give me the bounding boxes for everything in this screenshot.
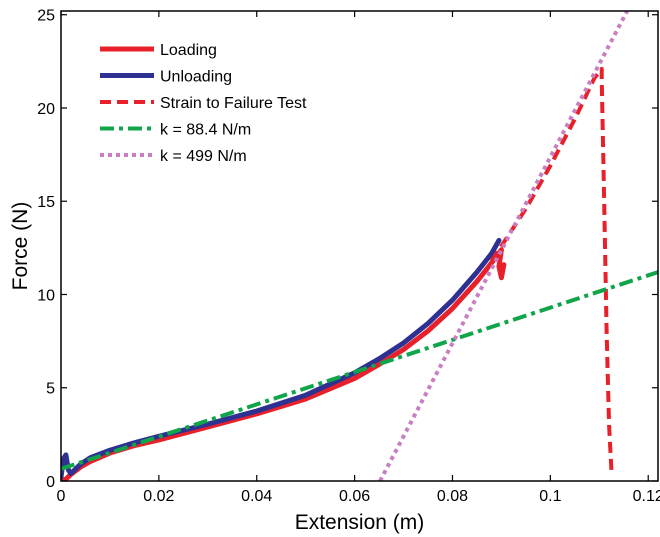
series-line-1 [61,237,502,480]
y-tick-label: 25 [37,8,55,25]
series-line-3 [61,270,658,471]
y-tick-label: 0 [46,474,55,491]
x-tick-label: 0 [57,488,66,505]
legend-label-2: Strain to Failure Test [160,95,307,112]
x-axis-title: Extension (m) [295,511,425,534]
y-axis-title: Force (N) [9,202,32,291]
legend-label-0: Loading [160,42,217,59]
series-layer [61,11,658,481]
x-tick-label: 0.1 [539,488,561,505]
y-tick-label: 15 [37,194,55,211]
x-tick-label: 0.12 [633,488,660,505]
y-tick-label: 10 [37,287,55,304]
x-tick-label: 0.02 [143,488,174,505]
x-tick-label: 0.08 [437,488,468,505]
series-line-2 [489,66,614,472]
x-tick-label: 0.06 [339,488,370,505]
y-tick-label: 5 [46,381,55,398]
legend-label-3: k = 88.4 N/m [160,122,251,139]
legend-label-4: k = 499 N/m [160,148,247,165]
y-tick-label: 20 [37,101,55,118]
series-line-4 [378,11,629,481]
plot-frame [60,10,659,482]
legend-label-1: Unloading [160,69,232,86]
ticks-layer: 0 0.02 0.04 0.06 0.08 0.1 0.12 0 5 10 15 20 25 [37,8,660,505]
legend: Loading Unloading Strain to Failure Test k … [100,42,307,165]
x-tick-label: 0.04 [241,488,272,505]
